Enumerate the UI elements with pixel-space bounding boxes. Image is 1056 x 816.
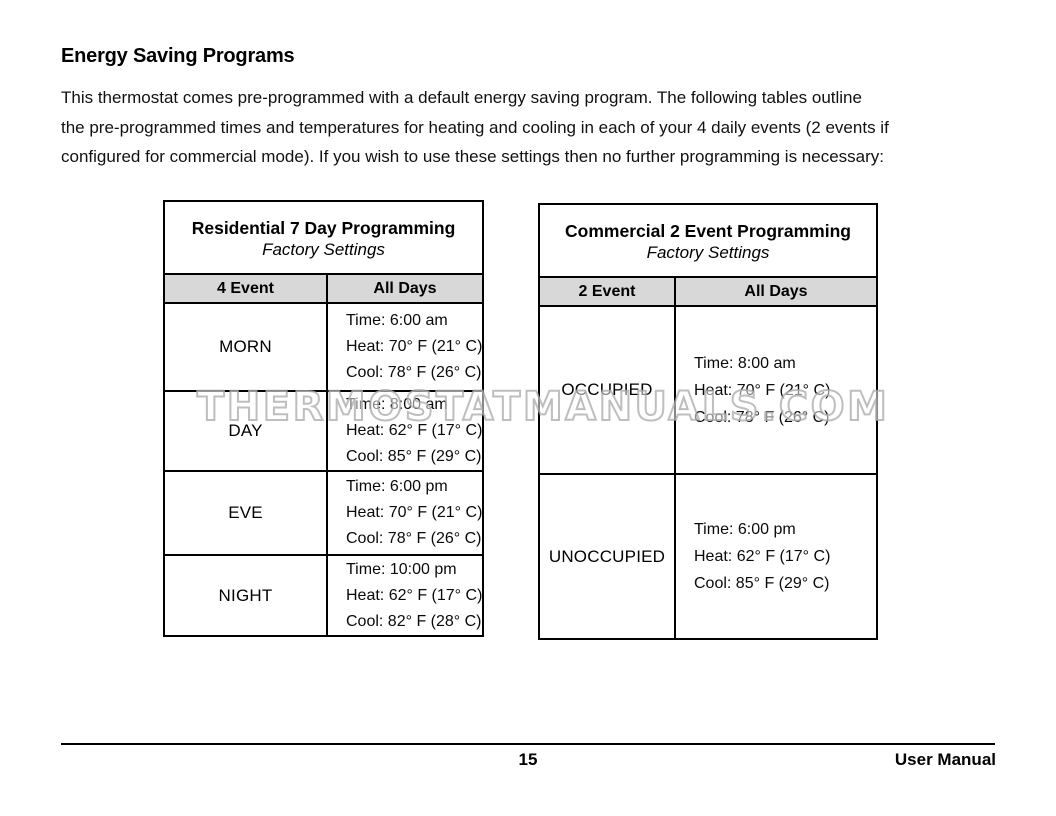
detail-line-time: Time: 10:00 pm	[346, 560, 457, 578]
detail-line-cool: Cool: 78° F (26° C)	[694, 408, 830, 426]
column-header-alldays: All Days	[326, 275, 482, 302]
detail-line-cool: Cool: 85° F (29° C)	[694, 575, 830, 592]
page-number: 15	[518, 750, 538, 769]
detail-line-heat: Heat: 62° F (17° C)	[346, 422, 483, 439]
residential-programming-table: Residential 7 Day Programming Factory Se…	[163, 200, 484, 637]
commercial-programming-table: Commercial 2 Event Programming Factory S…	[538, 203, 878, 640]
event-details-cell: Time: 10:00 pm Heat: 62° F (17° C) Cool:…	[326, 556, 482, 635]
detail-line-heat: Heat: 70° F (21° C)	[346, 504, 483, 521]
intro-paragraph: This thermostat comes pre-programmed wit…	[61, 83, 889, 172]
footer-divider	[61, 743, 995, 745]
intro-line-3: configured for commercial mode). If you …	[61, 147, 884, 166]
event-details-cell: Time: 6:00 am Heat: 70° F (21° C) Cool: …	[326, 304, 482, 390]
table-row-unoccupied: UNOCCUPIED Time: 6:00 pm Heat: 62° F (17…	[540, 473, 876, 638]
detail-line-heat: Heat: 70° F (21° C)	[346, 338, 483, 355]
detail-line-heat: Heat: 62° F (17° C)	[694, 548, 831, 565]
event-name-cell: DAY	[228, 421, 263, 440]
table-row-occupied: OCCUPIED Time: 8:00 am Heat: 70° F (21° …	[540, 305, 876, 473]
detail-line-cool: Cool: 78° F (26° C)	[346, 364, 482, 381]
event-name-cell: EVE	[228, 503, 263, 522]
detail-line-cool: Cool: 82° F (28° C)	[346, 612, 482, 630]
detail-line-heat: Heat: 70° F (21° C)	[694, 381, 831, 399]
event-details-cell: Time: 8:00 am Heat: 62° F (17° C) Cool: …	[326, 392, 482, 470]
table-row-night: NIGHT Time: 10:00 pm Heat: 62° F (17° C)…	[165, 554, 482, 635]
table-subtitle: Factory Settings	[646, 242, 770, 262]
column-header-event: 2 Event	[578, 282, 636, 300]
intro-line-1: This thermostat comes pre-programmed wit…	[61, 88, 862, 107]
table-row-day: DAY Time: 8:00 am Heat: 62° F (17° C) Co…	[165, 390, 482, 470]
table-row-eve: EVE Time: 6:00 pm Heat: 70° F (21° C) Co…	[165, 470, 482, 554]
event-name-cell: OCCUPIED	[561, 380, 653, 399]
event-name-cell: UNOCCUPIED	[548, 546, 666, 566]
detail-line-time: Time: 6:00 pm	[694, 521, 796, 538]
table-title: Residential 7 Day Programming	[191, 217, 456, 238]
table-title-block: Commercial 2 Event Programming Factory S…	[540, 205, 876, 276]
detail-line-time: Time: 8:00 am	[346, 396, 448, 413]
table-title-block: Residential 7 Day Programming Factory Se…	[165, 202, 482, 273]
manual-label: User Manual	[894, 750, 996, 769]
detail-line-time: Time: 6:00 pm	[346, 478, 448, 495]
column-header-alldays: All Days	[674, 278, 876, 305]
event-details-cell: Time: 8:00 am Heat: 70° F (21° C) Cool: …	[674, 307, 876, 473]
detail-line-time: Time: 8:00 am	[694, 354, 796, 372]
detail-line-cool: Cool: 85° F (29° C)	[346, 448, 482, 465]
event-name-cell: NIGHT	[218, 585, 273, 605]
detail-line-heat: Heat: 62° F (17° C)	[346, 586, 483, 604]
page-title: Energy Saving Programs	[61, 45, 295, 67]
intro-line-2: the pre-programmed times and temperature…	[61, 117, 889, 137]
event-details-cell: Time: 6:00 pm Heat: 62° F (17° C) Cool: …	[674, 475, 876, 638]
table-subtitle: Factory Settings	[262, 239, 385, 259]
event-name-cell: MORN	[219, 337, 272, 356]
table-header-row: 2 Event All Days	[540, 276, 876, 305]
detail-line-cool: Cool: 78° F (26° C)	[346, 530, 482, 547]
table-header-row: 4 Event All Days	[165, 273, 482, 302]
table-row-morn: MORN Time: 6:00 am Heat: 70° F (21° C) C…	[165, 302, 482, 390]
event-details-cell: Time: 6:00 pm Heat: 70° F (21° C) Cool: …	[326, 472, 482, 554]
detail-line-time: Time: 6:00 am	[346, 312, 448, 329]
table-title: Commercial 2 Event Programming	[565, 220, 851, 241]
column-header-event: 4 Event	[217, 279, 274, 297]
